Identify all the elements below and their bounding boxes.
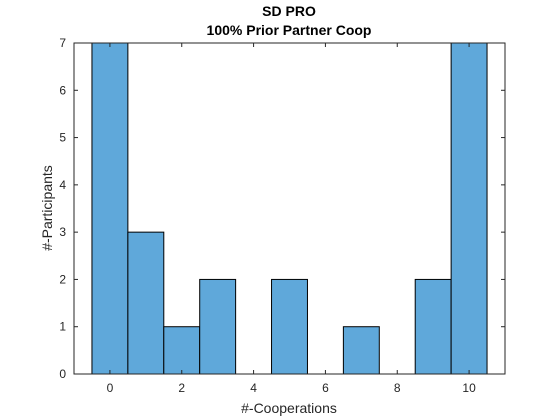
x-tick-label: 8: [394, 381, 401, 395]
y-tick-label: 3: [59, 225, 66, 239]
histogram-bar-5: [271, 278, 308, 375]
chart-title: SD PRO: [262, 3, 316, 19]
y-tick-label: 2: [59, 272, 66, 286]
ticks-group: 0 2 4 6 8 10 0 1 2 3 4 5 6 7: [59, 36, 505, 395]
y-tick-label: 6: [59, 83, 66, 97]
x-tick-label: 10: [462, 381, 476, 395]
histogram-bar-10: [450, 42, 488, 375]
y-tick-label: 1: [59, 320, 66, 334]
y-axis-label: #-Participants: [39, 165, 55, 251]
histogram-bar-2: [163, 326, 201, 375]
y-tick-label: 7: [59, 36, 66, 50]
x-tick-label: 2: [178, 381, 185, 395]
y-tick-label: 4: [59, 178, 66, 192]
histogram-bar-1: [127, 231, 165, 375]
y-tick-label: 0: [59, 367, 66, 381]
plot-area-box: [73, 42, 506, 375]
x-tick-label: 0: [107, 381, 114, 395]
x-axis-label: #-Cooperations: [241, 400, 337, 416]
chart-subtitle: 100% Prior Partner Coop: [207, 22, 372, 38]
bars-group: [91, 42, 488, 375]
histogram-bar-9: [414, 278, 452, 375]
x-tick-label: 6: [322, 381, 329, 395]
histogram-bar-0: [91, 42, 129, 375]
x-tick-label: 4: [250, 381, 257, 395]
y-tick-label: 5: [59, 131, 66, 145]
histogram-bar-7: [342, 326, 380, 375]
histogram-bar-3: [199, 278, 237, 375]
